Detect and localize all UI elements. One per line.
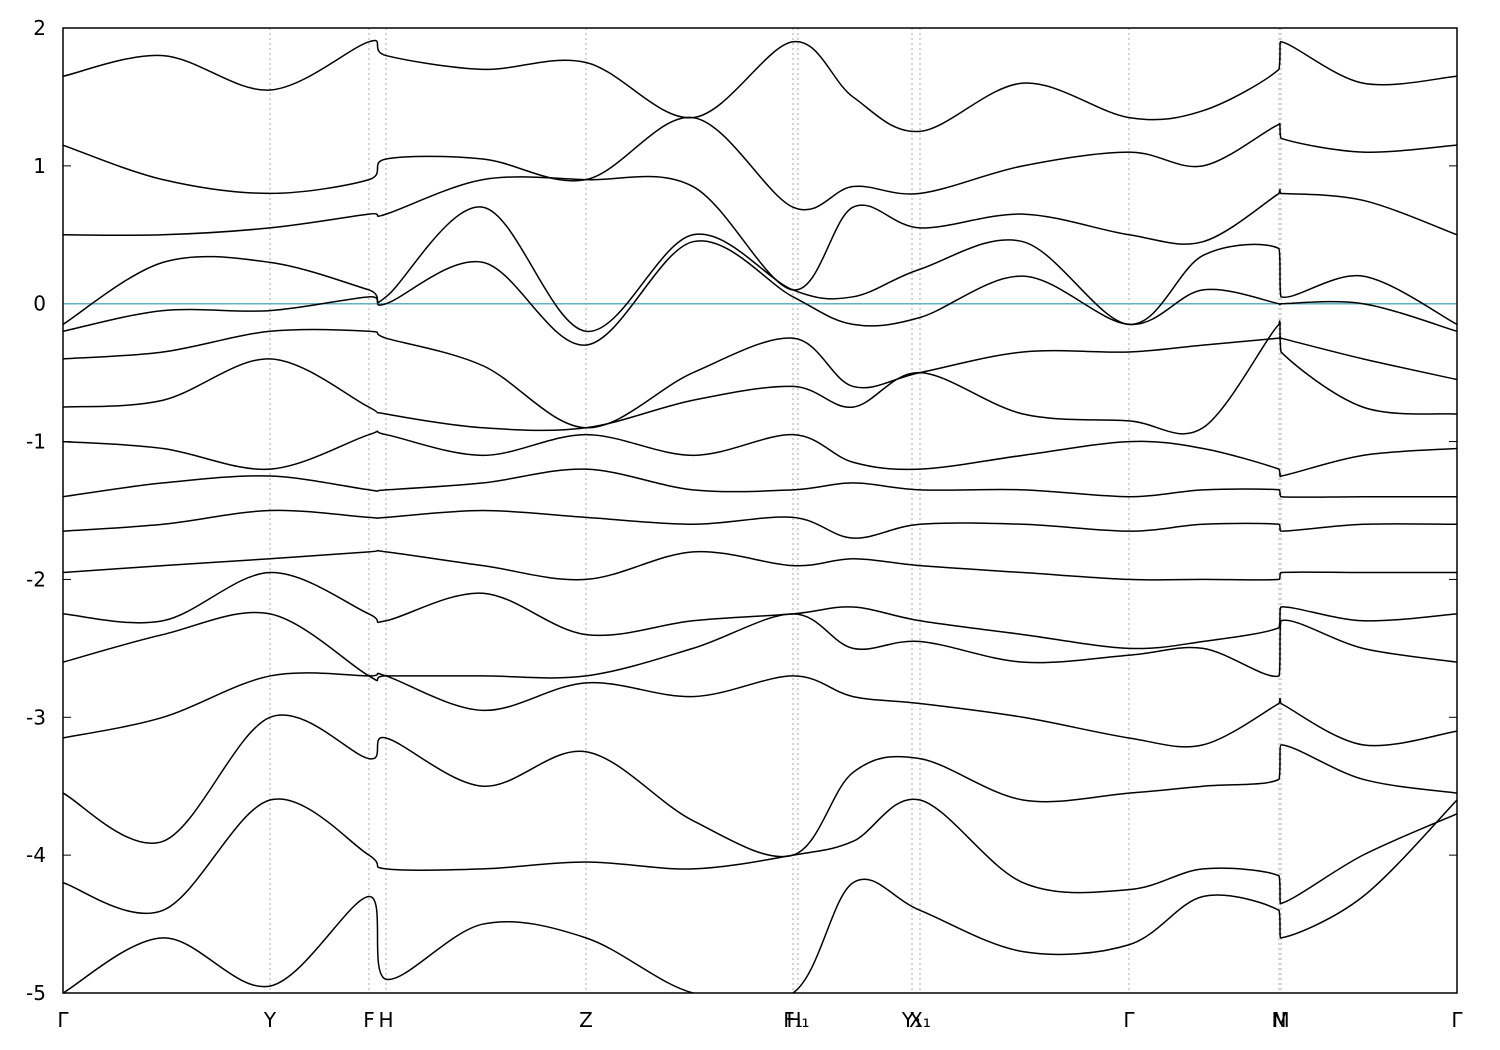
y-tick-label: -2 <box>26 567 46 591</box>
x-tick-label: F₁ <box>783 1008 803 1032</box>
band-line <box>63 714 1457 858</box>
y-tick-label: 1 <box>33 154 46 178</box>
y-tick-label: -4 <box>26 843 46 867</box>
band-line <box>63 571 1457 650</box>
y-tick-label: 0 <box>33 292 46 316</box>
band-line <box>63 468 1457 498</box>
band-line <box>63 116 1457 211</box>
band-line <box>63 798 1457 915</box>
x-tick-label: F <box>363 1008 375 1032</box>
band-line <box>63 240 1457 346</box>
band-line <box>63 611 1457 682</box>
x-tick-label: Y₁ <box>901 1008 922 1032</box>
band-line <box>63 206 1457 333</box>
x-tick-label: H <box>378 1008 393 1032</box>
band-line <box>63 39 1457 133</box>
x-tick-label: Γ <box>1451 1008 1463 1032</box>
band-line <box>63 430 1457 478</box>
band-line <box>63 672 1457 748</box>
x-tick-label: Z <box>579 1008 593 1032</box>
y-tick-label: -1 <box>26 430 46 454</box>
x-tick-label: Γ <box>57 1008 69 1032</box>
x-tick-label: Y <box>263 1008 277 1032</box>
y-tick-label: 2 <box>33 16 46 40</box>
x-tick-label: M <box>1272 1008 1289 1032</box>
bands <box>63 39 1457 993</box>
band-line <box>63 328 1457 429</box>
x-tick-label: H₁ <box>786 1008 809 1032</box>
band-line <box>63 320 1457 435</box>
x-tick-label: N <box>1272 1008 1287 1032</box>
band-line <box>63 549 1457 581</box>
x-tick-label: Γ <box>1123 1008 1135 1032</box>
band-line <box>63 175 1457 291</box>
y-tick-label: -3 <box>26 705 46 729</box>
x-tick-label: X₁ <box>909 1008 931 1032</box>
plot-frame <box>62 27 1458 994</box>
band-line <box>63 799 1457 993</box>
band-line <box>63 509 1457 539</box>
y-tick-label: -5 <box>26 981 46 1005</box>
